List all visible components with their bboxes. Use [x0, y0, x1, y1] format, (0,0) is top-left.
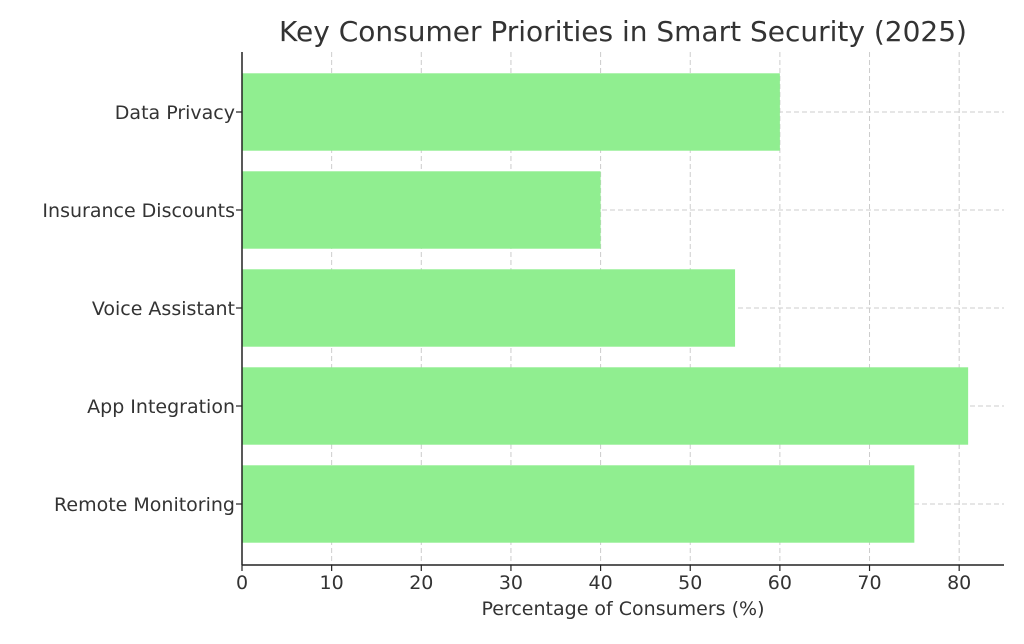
x-tick-label-50: 50: [678, 572, 702, 594]
y-tick-label-app-integration: App Integration: [87, 396, 235, 418]
bars-layer: [242, 73, 969, 543]
y-tick-label-data-privacy: Data Privacy: [115, 102, 235, 124]
x-tick-label-70: 70: [857, 572, 881, 594]
axes-layer: 0 10 20 30 40 50 60 70 80 Remote Monitoring App In…: [42, 52, 1004, 594]
bar-app-integration: [242, 367, 969, 445]
y-tick-label-insurance-discounts: Insurance Discounts: [42, 200, 235, 222]
x-tick-label-80: 80: [947, 572, 971, 594]
x-tick-label-60: 60: [768, 572, 792, 594]
bar-data-privacy: [242, 73, 780, 151]
x-tick-label-40: 40: [588, 572, 612, 594]
x-tick-label-10: 10: [320, 572, 344, 594]
x-axis-label: Percentage of Consumers (%): [482, 598, 765, 620]
bar-voice-assistant: [242, 269, 736, 347]
bar-remote-monitoring: [242, 465, 915, 543]
x-tick-label-20: 20: [409, 572, 433, 594]
y-tick-label-voice-assistant: Voice Assistant: [92, 298, 235, 320]
chart-title: Key Consumer Priorities in Smart Securit…: [279, 15, 967, 48]
bar-insurance-discounts: [242, 171, 601, 249]
x-tick-label-30: 30: [499, 572, 523, 594]
y-tick-label-remote-monitoring: Remote Monitoring: [54, 494, 235, 516]
x-tick-label-0: 0: [236, 572, 248, 594]
